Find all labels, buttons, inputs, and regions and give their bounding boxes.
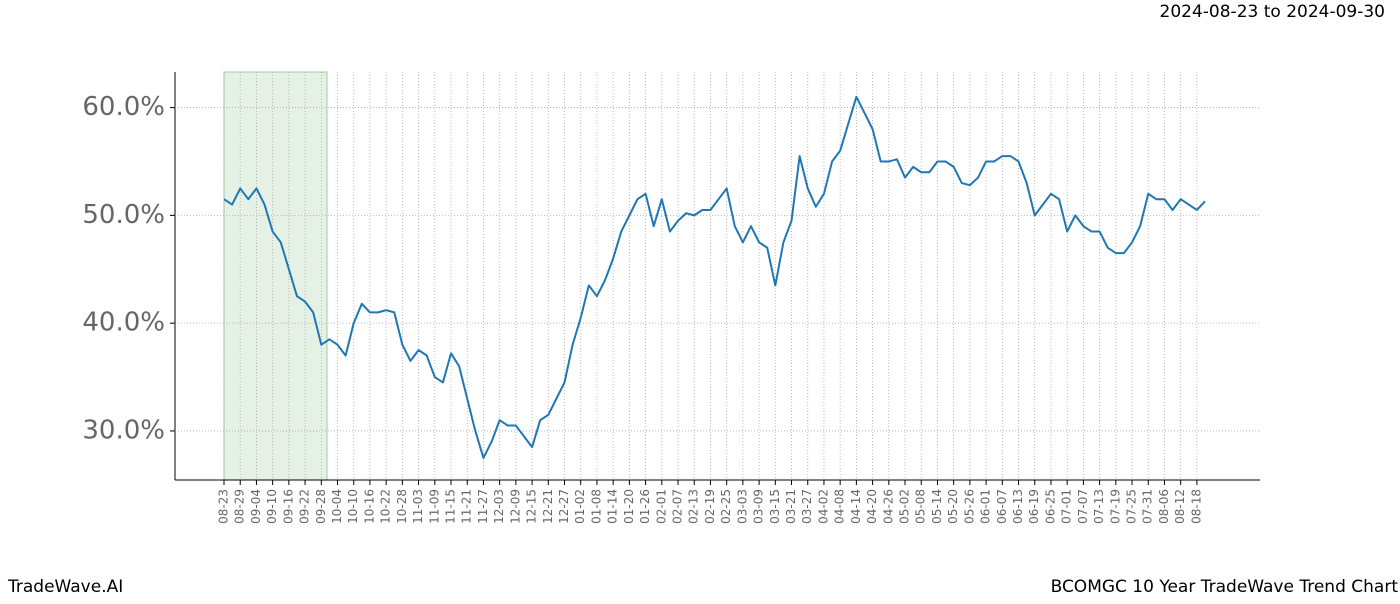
x-tick-label: 04-14: [849, 489, 863, 524]
x-tick-label: 03-03: [735, 489, 749, 524]
brand: TradeWave.AI: [7, 577, 123, 597]
subtitle: 2024-08-23 to 2024-09-30: [1160, 2, 1385, 22]
x-tick-label: 06-01: [979, 489, 993, 524]
x-tick-label: 10-10: [346, 489, 360, 524]
x-tick-label: 05-14: [930, 489, 944, 524]
x-tick-label: 04-26: [881, 489, 895, 524]
x-tick-label: 02-13: [687, 489, 701, 524]
x-tick-label: 10-22: [379, 489, 393, 524]
x-tick-label: 09-10: [265, 489, 279, 524]
x-tick-label: 07-13: [1092, 489, 1106, 524]
x-tick-label: 07-07: [1076, 489, 1090, 524]
x-tick-label: 03-27: [800, 489, 814, 524]
x-tick-label: 01-14: [606, 489, 620, 524]
x-tick-label: 04-02: [816, 489, 830, 524]
x-tick-label: 01-02: [573, 489, 587, 524]
x-tick-label: 12-15: [525, 489, 539, 524]
x-tick-label: 02-01: [654, 489, 668, 524]
x-tick-label: 11-27: [476, 489, 490, 524]
x-tick-label: 08-29: [233, 489, 247, 524]
x-tick-label: 07-01: [1060, 489, 1074, 524]
x-tick-label: 01-08: [589, 489, 603, 524]
x-tick-label: 11-15: [444, 489, 458, 524]
x-tick-label: 11-09: [427, 489, 441, 524]
chart-title: BCOMGC 10 Year TradeWave Trend Chart: [1051, 577, 1399, 597]
x-tick-label: 06-19: [1027, 489, 1041, 524]
x-tick-label: 09-22: [298, 489, 312, 524]
x-tick-label: 03-21: [784, 489, 798, 524]
x-tick-label: 09-16: [281, 489, 295, 524]
x-tick-label: 10-16: [362, 489, 376, 524]
x-tick-label: 04-20: [865, 489, 879, 524]
line: [223, 95, 1206, 459]
x-tick-label: 03-15: [768, 489, 782, 524]
x-tick-label: 08-23: [217, 489, 231, 524]
x-tick-label: 08-12: [1173, 489, 1187, 524]
x-tick-label: 08-18: [1189, 489, 1203, 524]
x-tick-label: 02-07: [671, 489, 685, 524]
x-tick-label: 12-03: [492, 489, 506, 524]
x-tick-label: 07-25: [1125, 489, 1139, 524]
x-tick-label: 09-28: [314, 489, 328, 524]
x-tick-label: 03-09: [752, 489, 766, 524]
x-tick-label: 01-20: [622, 489, 636, 524]
y-tick-label: 50.0%: [82, 200, 165, 230]
x-tick-label: 06-13: [1011, 489, 1025, 524]
y-tick-label: 30.0%: [82, 415, 165, 445]
x-tick-label: 11-03: [411, 489, 425, 524]
x-tick-label: 05-02: [898, 489, 912, 524]
highlight-range: [223, 71, 328, 481]
x-tick-label: 05-08: [914, 489, 928, 524]
x-tick-label: 07-19: [1108, 489, 1122, 524]
x-tick-label: 12-21: [541, 489, 555, 524]
x-tick-label: 07-31: [1141, 489, 1155, 524]
x-tick-label: 05-26: [962, 489, 976, 524]
x-tick-label: 10-04: [330, 489, 344, 524]
x-tick-label: 06-07: [995, 489, 1009, 524]
x-tick-label: 10-28: [395, 489, 409, 524]
x-tick-label: 06-25: [1043, 489, 1057, 524]
x-tick-label: 09-04: [249, 489, 263, 524]
y-tick-label: 60.0%: [82, 92, 165, 122]
x-tick-label: 01-26: [638, 489, 652, 524]
x-tick-label: 04-08: [833, 489, 847, 524]
x-tick-label: 11-21: [460, 489, 474, 524]
x-tick-label: 02-19: [703, 489, 717, 524]
y-tick-label: 40.0%: [82, 308, 165, 338]
x-tick-label: 08-06: [1157, 489, 1171, 524]
x-tick-label: 02-25: [719, 489, 733, 524]
x-tick-label: 12-27: [557, 489, 571, 524]
x-tick-label: 05-20: [946, 489, 960, 524]
x-tick-label: 12-09: [508, 489, 522, 524]
